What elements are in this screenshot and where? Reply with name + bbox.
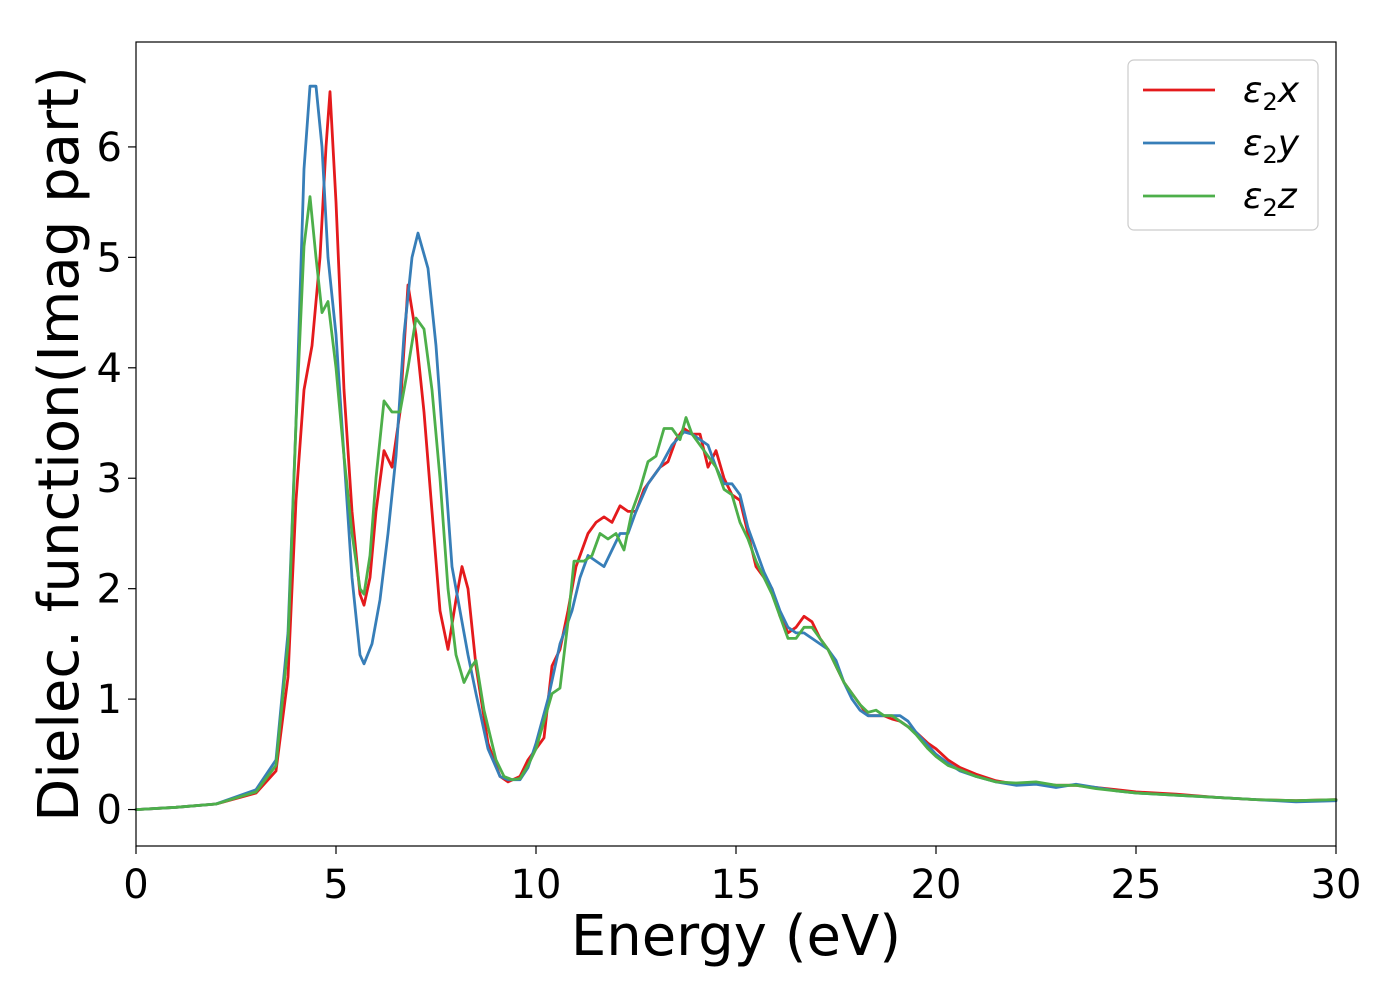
x-tick-label: 30 bbox=[1311, 862, 1362, 908]
y-tick-label: 3 bbox=[97, 456, 122, 502]
series-layer bbox=[134, 84, 1338, 811]
y-tick-label: 1 bbox=[97, 677, 122, 723]
x-axis-title: Energy (eV) bbox=[571, 904, 901, 969]
x-tick-label: 25 bbox=[1111, 862, 1162, 908]
y-tick-label: 6 bbox=[97, 125, 122, 171]
y-tick-label: 2 bbox=[97, 567, 122, 613]
x-axis-ticks: 0 5 10 15 20 25 30 bbox=[123, 846, 1361, 908]
y-axis-ticks: 0 1 2 3 4 5 6 bbox=[97, 125, 136, 834]
series-line-z bbox=[134, 195, 1338, 811]
x-tick-label: 5 bbox=[323, 862, 348, 908]
y-tick-label: 5 bbox=[97, 235, 122, 281]
y-tick-label: 0 bbox=[97, 788, 122, 834]
legend-label-x: ε2x bbox=[1243, 70, 1300, 116]
legend: ε2x ε2y ε2z bbox=[1127, 59, 1319, 231]
legend-label-y: ε2y bbox=[1243, 123, 1300, 169]
x-tick-label: 10 bbox=[511, 862, 562, 908]
y-axis-title: Dielec. function(Imag part) bbox=[27, 66, 92, 822]
legend-box bbox=[1127, 59, 1319, 231]
x-tick-label: 15 bbox=[711, 862, 762, 908]
x-tick-label: 20 bbox=[911, 862, 962, 908]
series-line-y bbox=[134, 84, 1338, 811]
y-tick-label: 4 bbox=[97, 346, 122, 392]
x-tick-label: 0 bbox=[123, 862, 148, 908]
legend-label-z: ε2z bbox=[1243, 176, 1298, 222]
